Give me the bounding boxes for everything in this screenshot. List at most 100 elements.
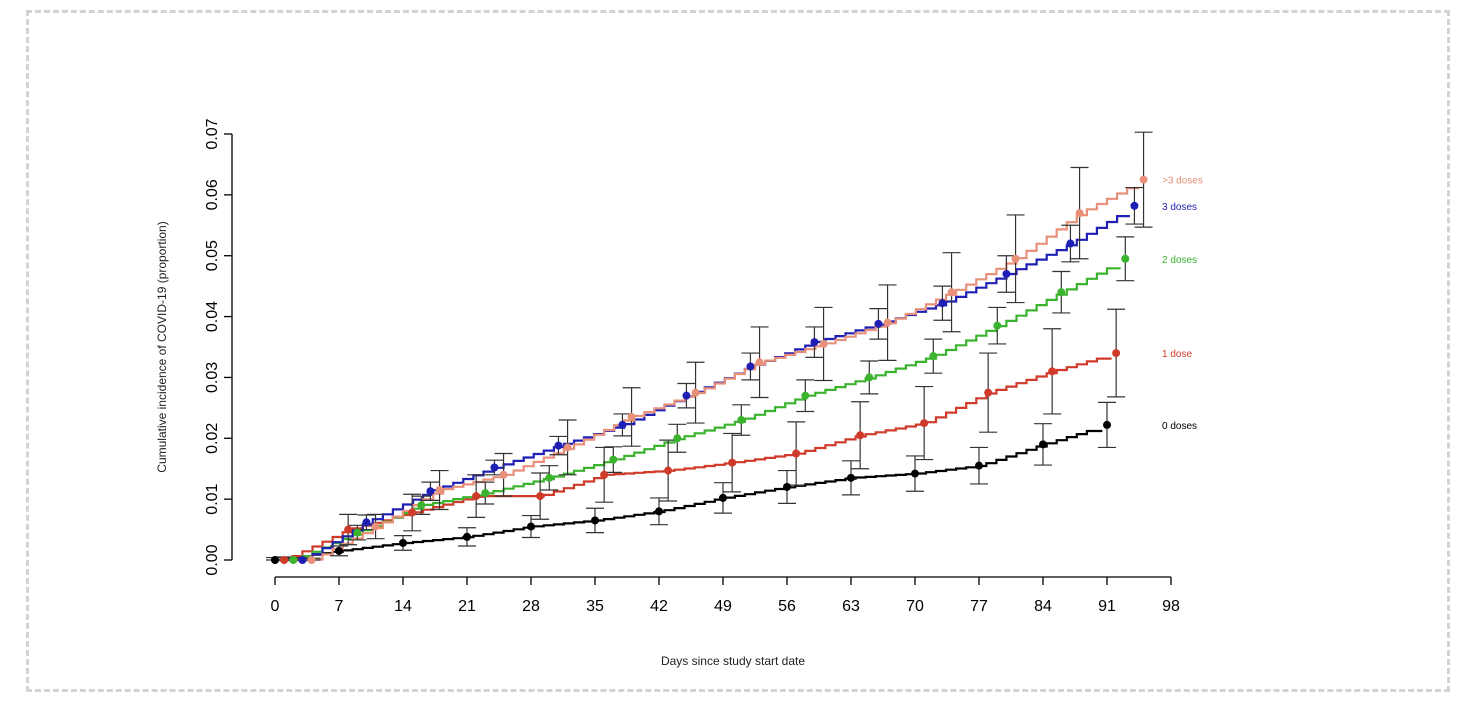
data-point — [947, 288, 956, 297]
data-point — [554, 441, 563, 450]
data-point — [1002, 269, 1011, 278]
x-tick-label: 77 — [970, 598, 988, 615]
data-point — [792, 449, 801, 458]
y-tick-label: 0.04 — [204, 301, 221, 332]
data-point — [362, 518, 371, 527]
series-label: 1 dose — [1162, 349, 1192, 360]
data-point — [755, 358, 764, 367]
data-point — [353, 528, 362, 537]
data-point — [673, 434, 682, 443]
y-tick-label: 0.06 — [204, 179, 221, 210]
data-point — [1075, 209, 1084, 218]
data-point — [920, 419, 929, 428]
data-point — [856, 431, 865, 440]
series-label: >3 doses — [1162, 176, 1203, 187]
y-tick-label: 0.02 — [204, 423, 221, 454]
error-bars — [266, 131, 1153, 561]
data-point — [298, 556, 307, 564]
data-point — [938, 299, 947, 308]
data-point — [1130, 201, 1139, 210]
x-tick-label: 49 — [714, 598, 732, 615]
data-point — [408, 508, 417, 517]
data-point — [911, 469, 919, 478]
data-point — [527, 522, 535, 531]
x-tick-label: 21 — [458, 598, 476, 615]
x-tick-label: 70 — [906, 598, 924, 615]
data-point — [682, 391, 691, 400]
data-point — [490, 463, 499, 472]
x-tick-label: 14 — [394, 598, 412, 615]
data-point — [609, 455, 618, 464]
data-point — [819, 339, 828, 348]
y-axis-label: Cumulative incidence of COVID-19 (propor… — [155, 221, 169, 472]
series-label: 0 doses — [1162, 421, 1197, 432]
data-point — [536, 492, 545, 501]
data-point — [1103, 420, 1111, 429]
axes: 0 7 14 21 28 35 42 49 56 63 70 77 84 91 98 0.00 0.01 0.02… — [204, 118, 1180, 615]
data-point — [984, 388, 993, 397]
x-tick-label: 63 — [842, 598, 860, 615]
data-point — [1057, 288, 1066, 297]
data-point — [307, 556, 316, 564]
data-point — [271, 556, 279, 564]
step-curve-3 — [275, 215, 1130, 562]
x-tick-label: 0 — [271, 598, 280, 615]
data-point — [463, 532, 471, 541]
data-point — [1048, 367, 1057, 376]
data-point — [993, 321, 1002, 330]
data-point — [1011, 254, 1020, 263]
data-point — [737, 416, 746, 425]
data-point — [664, 466, 673, 475]
x-tick-label: 42 — [650, 598, 668, 615]
series-label: 3 doses — [1162, 202, 1197, 213]
data-point — [563, 443, 572, 452]
data-point — [289, 556, 298, 564]
data-point — [1066, 239, 1075, 248]
x-tick-label: 7 — [335, 598, 344, 615]
x-tick-label: 91 — [1098, 598, 1116, 615]
y-tick-label: 0.00 — [204, 544, 221, 575]
data-point — [929, 352, 938, 361]
data-point — [847, 473, 855, 482]
y-tick-label: 0.03 — [204, 362, 221, 393]
data-point — [719, 493, 727, 502]
data-point — [1139, 175, 1148, 184]
x-tick-label: 35 — [586, 598, 604, 615]
data-point — [426, 487, 435, 496]
data-point — [1121, 254, 1130, 263]
data-point — [280, 556, 289, 564]
data-point — [691, 388, 700, 397]
step-curve-4 — [275, 187, 1139, 562]
data-point — [481, 489, 490, 498]
x-tick-label: 28 — [522, 598, 540, 615]
data-point — [746, 362, 755, 371]
data-point — [865, 373, 874, 382]
data-point — [435, 486, 444, 495]
x-axis-label: Days since study start date — [661, 654, 805, 668]
x-tick-label: 84 — [1034, 598, 1052, 615]
data-point — [371, 522, 380, 531]
data-point — [627, 412, 636, 421]
data-point — [591, 516, 599, 525]
data-point — [399, 538, 407, 547]
step-curve-0 — [275, 429, 1103, 562]
chart-frame — [26, 10, 1450, 692]
series-label: 2 doses — [1162, 255, 1197, 266]
data-point — [874, 319, 883, 328]
step-curves — [275, 187, 1139, 562]
data-point — [883, 318, 892, 327]
x-tick-label: 56 — [778, 598, 796, 615]
data-point — [600, 470, 609, 479]
data-point — [335, 546, 343, 555]
y-tick-label: 0.05 — [204, 240, 221, 271]
data-point — [1039, 440, 1047, 449]
x-tick-label: 98 — [1162, 598, 1180, 615]
data-point — [545, 473, 554, 482]
series-labels: 0 doses 1 dose 2 doses 3 doses >3 doses — [1162, 176, 1203, 432]
data-point — [655, 507, 663, 516]
data-point — [499, 470, 508, 479]
data-point — [472, 492, 481, 501]
step-curve-1 — [275, 357, 1112, 562]
data-point — [344, 525, 353, 534]
